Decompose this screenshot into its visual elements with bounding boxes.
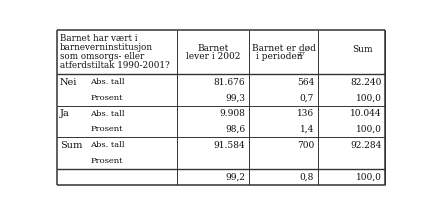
Text: Prosent: Prosent xyxy=(90,94,123,102)
Text: atferdstiltak 1990-2001?: atferdstiltak 1990-2001? xyxy=(60,61,170,70)
Text: 0,7: 0,7 xyxy=(300,93,314,102)
Text: 136: 136 xyxy=(297,109,314,118)
Text: 564: 564 xyxy=(297,78,314,87)
Text: i perioden: i perioden xyxy=(256,52,305,61)
Text: Barnet har vært i: Barnet har vært i xyxy=(60,34,138,43)
Text: barneverninstitusjon: barneverninstitusjon xyxy=(60,43,153,52)
Text: 81.676: 81.676 xyxy=(214,78,245,87)
Text: 9.908: 9.908 xyxy=(219,109,245,118)
Text: 82.240: 82.240 xyxy=(350,78,381,87)
Text: 92.284: 92.284 xyxy=(350,141,381,150)
Text: Abs. tall: Abs. tall xyxy=(90,78,125,86)
Text: Prosent: Prosent xyxy=(90,126,123,133)
Text: som omsorgs- eller: som omsorgs- eller xyxy=(60,52,144,61)
Text: lever i 2002: lever i 2002 xyxy=(186,52,240,61)
Text: 10.044: 10.044 xyxy=(350,109,381,118)
Text: Abs. tall: Abs. tall xyxy=(90,110,125,118)
Text: Sum: Sum xyxy=(60,141,83,150)
Text: 100,0: 100,0 xyxy=(356,172,381,181)
Text: 99,2: 99,2 xyxy=(225,172,245,181)
Text: 98,6: 98,6 xyxy=(225,125,245,134)
Text: 100,0: 100,0 xyxy=(356,93,381,102)
Text: 700: 700 xyxy=(297,141,314,150)
Text: 27: 27 xyxy=(298,52,306,57)
Text: 0,8: 0,8 xyxy=(300,172,314,181)
Text: 1,4: 1,4 xyxy=(300,125,314,134)
Text: 91.584: 91.584 xyxy=(213,141,245,150)
Text: 99,3: 99,3 xyxy=(225,93,245,102)
Text: Barnet er død: Barnet er død xyxy=(252,44,316,53)
Text: Abs. tall: Abs. tall xyxy=(90,141,125,149)
Text: 100,0: 100,0 xyxy=(356,125,381,134)
Text: Nei: Nei xyxy=(60,78,77,87)
Text: Ja: Ja xyxy=(60,109,70,118)
Text: Barnet: Barnet xyxy=(197,44,229,53)
Text: Sum: Sum xyxy=(352,45,372,54)
Text: Prosent: Prosent xyxy=(90,157,123,165)
